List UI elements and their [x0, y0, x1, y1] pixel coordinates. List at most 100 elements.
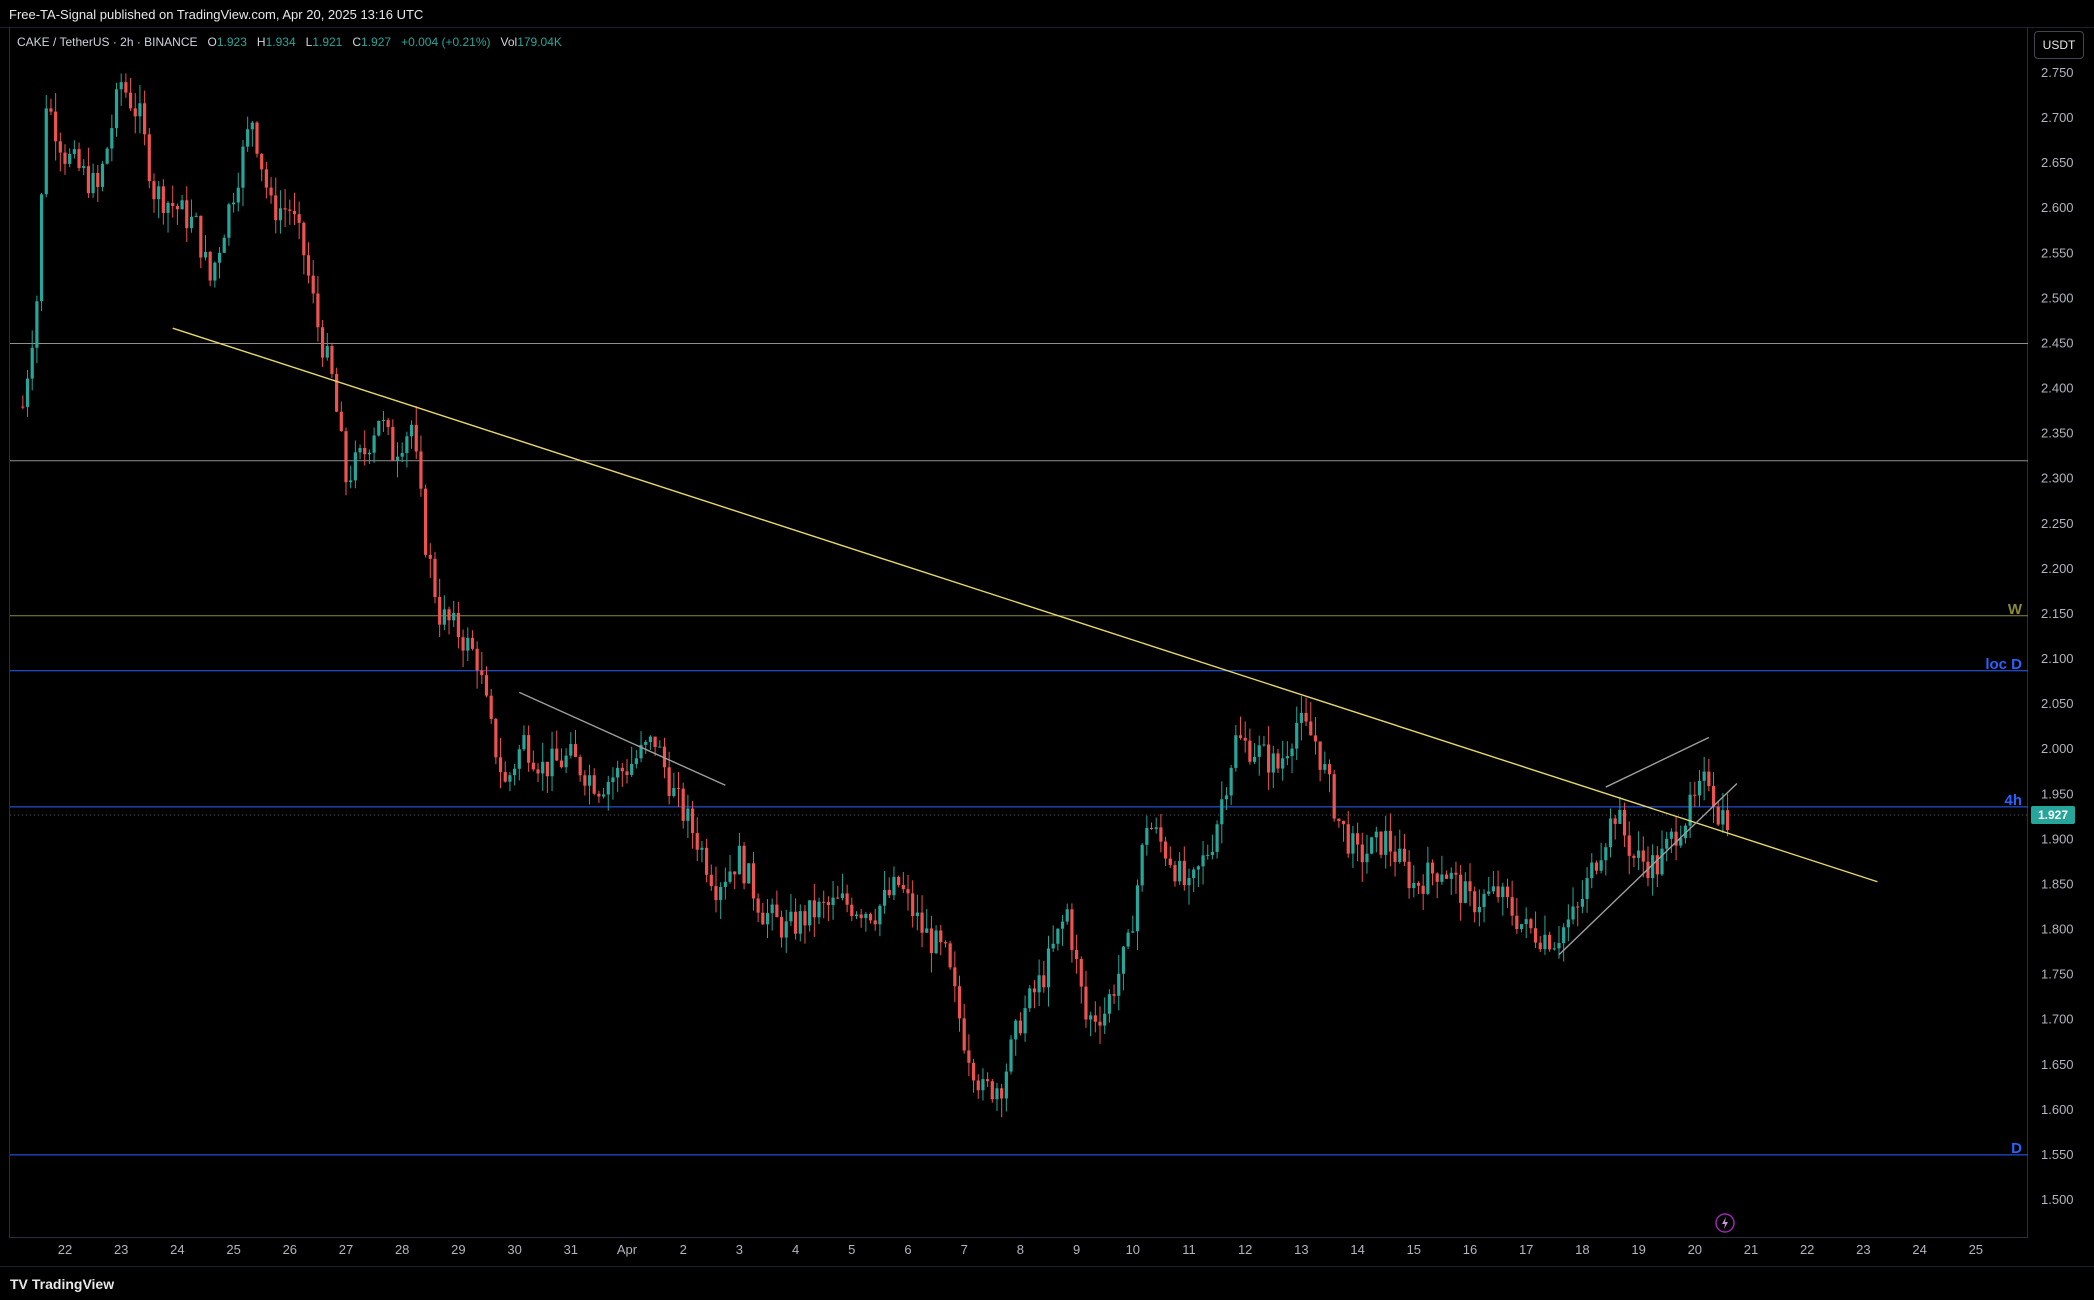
close-value: 1.927	[361, 35, 392, 49]
candle-body	[840, 893, 845, 899]
candle-body	[1388, 830, 1392, 852]
candle-body	[1084, 986, 1088, 1020]
candle-body	[1444, 874, 1449, 879]
candle-body	[1637, 850, 1641, 858]
candle-body	[1426, 862, 1430, 894]
candle-body	[1079, 959, 1083, 987]
candle-body	[1721, 810, 1725, 825]
candle-body	[1459, 874, 1463, 903]
candle-body	[672, 787, 676, 797]
candle-body	[433, 558, 437, 597]
candle-body	[728, 871, 732, 882]
x-tick-label: 19	[1631, 1242, 1645, 1257]
candle-body	[803, 911, 807, 926]
candle-body	[920, 912, 924, 933]
candle-body	[1566, 919, 1570, 928]
tradingview-logo[interactable]: TV TradingView	[10, 1276, 114, 1292]
candle-body	[1711, 786, 1716, 807]
candle-body	[1679, 838, 1683, 846]
candle-body	[1557, 943, 1561, 949]
candle-body	[1421, 885, 1425, 894]
candle-body	[550, 748, 554, 777]
candle-body	[1365, 853, 1369, 863]
candle-body	[232, 202, 236, 205]
candle-body	[1267, 744, 1271, 773]
candle-body	[339, 411, 343, 432]
candle-body	[25, 378, 30, 407]
candle-body	[1173, 865, 1177, 882]
candle-body	[990, 1081, 994, 1100]
candle-body	[986, 1079, 990, 1082]
close-label: C	[352, 35, 362, 49]
candle-body	[1430, 862, 1435, 874]
chart-pane[interactable]	[9, 27, 2028, 1238]
candle-body	[1524, 919, 1528, 925]
candle-body	[1145, 827, 1149, 845]
candle-body	[639, 744, 643, 759]
candle-body	[194, 215, 198, 217]
candle-body	[1140, 844, 1144, 886]
candle-body	[1683, 825, 1688, 839]
candle-body	[1571, 906, 1575, 920]
currency-button[interactable]: USDT	[2034, 31, 2084, 59]
candle-body	[217, 252, 222, 263]
candle-body	[1618, 809, 1622, 824]
candle-body	[1126, 932, 1130, 947]
publish-header: Free-TA-Signal published on TradingView.…	[0, 0, 2094, 28]
candle-body	[461, 637, 465, 651]
candle-body	[658, 746, 662, 748]
candle-body	[943, 942, 948, 944]
candle-body	[957, 986, 962, 1019]
candle-body	[49, 108, 53, 112]
symbol-legend[interactable]: CAKE / TetherUS · 2h · BINANCE O1.923 H1…	[17, 35, 562, 49]
x-tick-label: 21	[1744, 1242, 1758, 1257]
candle-body	[1519, 924, 1524, 930]
candle-body	[765, 913, 770, 925]
x-tick-label: 6	[904, 1242, 911, 1257]
candle-body	[1285, 756, 1289, 759]
candle-body	[447, 609, 451, 621]
candle-body	[714, 886, 718, 901]
candle-body	[1000, 1088, 1004, 1099]
candle-body	[353, 452, 357, 481]
x-tick-label: 17	[1519, 1242, 1533, 1257]
candle-body	[878, 905, 882, 925]
x-tick-label: 5	[848, 1242, 855, 1257]
trendline	[1558, 782, 1738, 956]
candle-body	[147, 134, 151, 182]
x-tick-label: 20	[1688, 1242, 1702, 1257]
candle-body	[119, 82, 123, 90]
candle-body	[751, 863, 756, 899]
candle-body	[1112, 994, 1116, 996]
candle-body	[1356, 833, 1360, 845]
candle-body	[470, 637, 475, 649]
candle-body	[854, 914, 859, 917]
candle-body	[531, 762, 535, 770]
candle-body	[1327, 764, 1332, 775]
symbol-name[interactable]: CAKE / TetherUS · 2h · BINANCE	[17, 35, 198, 49]
candle-body	[171, 202, 175, 207]
candle-body	[484, 675, 489, 696]
y-tick-label: 2.250	[2041, 516, 2074, 531]
high-value: 1.934	[265, 35, 296, 49]
candle-body	[508, 775, 512, 782]
candle-body	[559, 760, 564, 768]
candle-body	[620, 767, 624, 772]
candle-body	[1398, 848, 1402, 862]
candle-body	[1121, 946, 1126, 974]
candle-body	[648, 736, 653, 743]
candle-body	[1407, 861, 1411, 889]
candle-body	[452, 612, 456, 621]
candle-body	[297, 214, 301, 223]
candle-body	[1379, 831, 1383, 855]
x-tick-label: 22	[1800, 1242, 1814, 1257]
candle-body	[386, 420, 390, 428]
candle-body	[1051, 943, 1055, 949]
candle-body	[250, 122, 254, 130]
candle-body	[100, 163, 105, 187]
candle-body	[981, 1079, 985, 1091]
candle-body	[859, 914, 863, 919]
candle-body	[475, 648, 479, 671]
